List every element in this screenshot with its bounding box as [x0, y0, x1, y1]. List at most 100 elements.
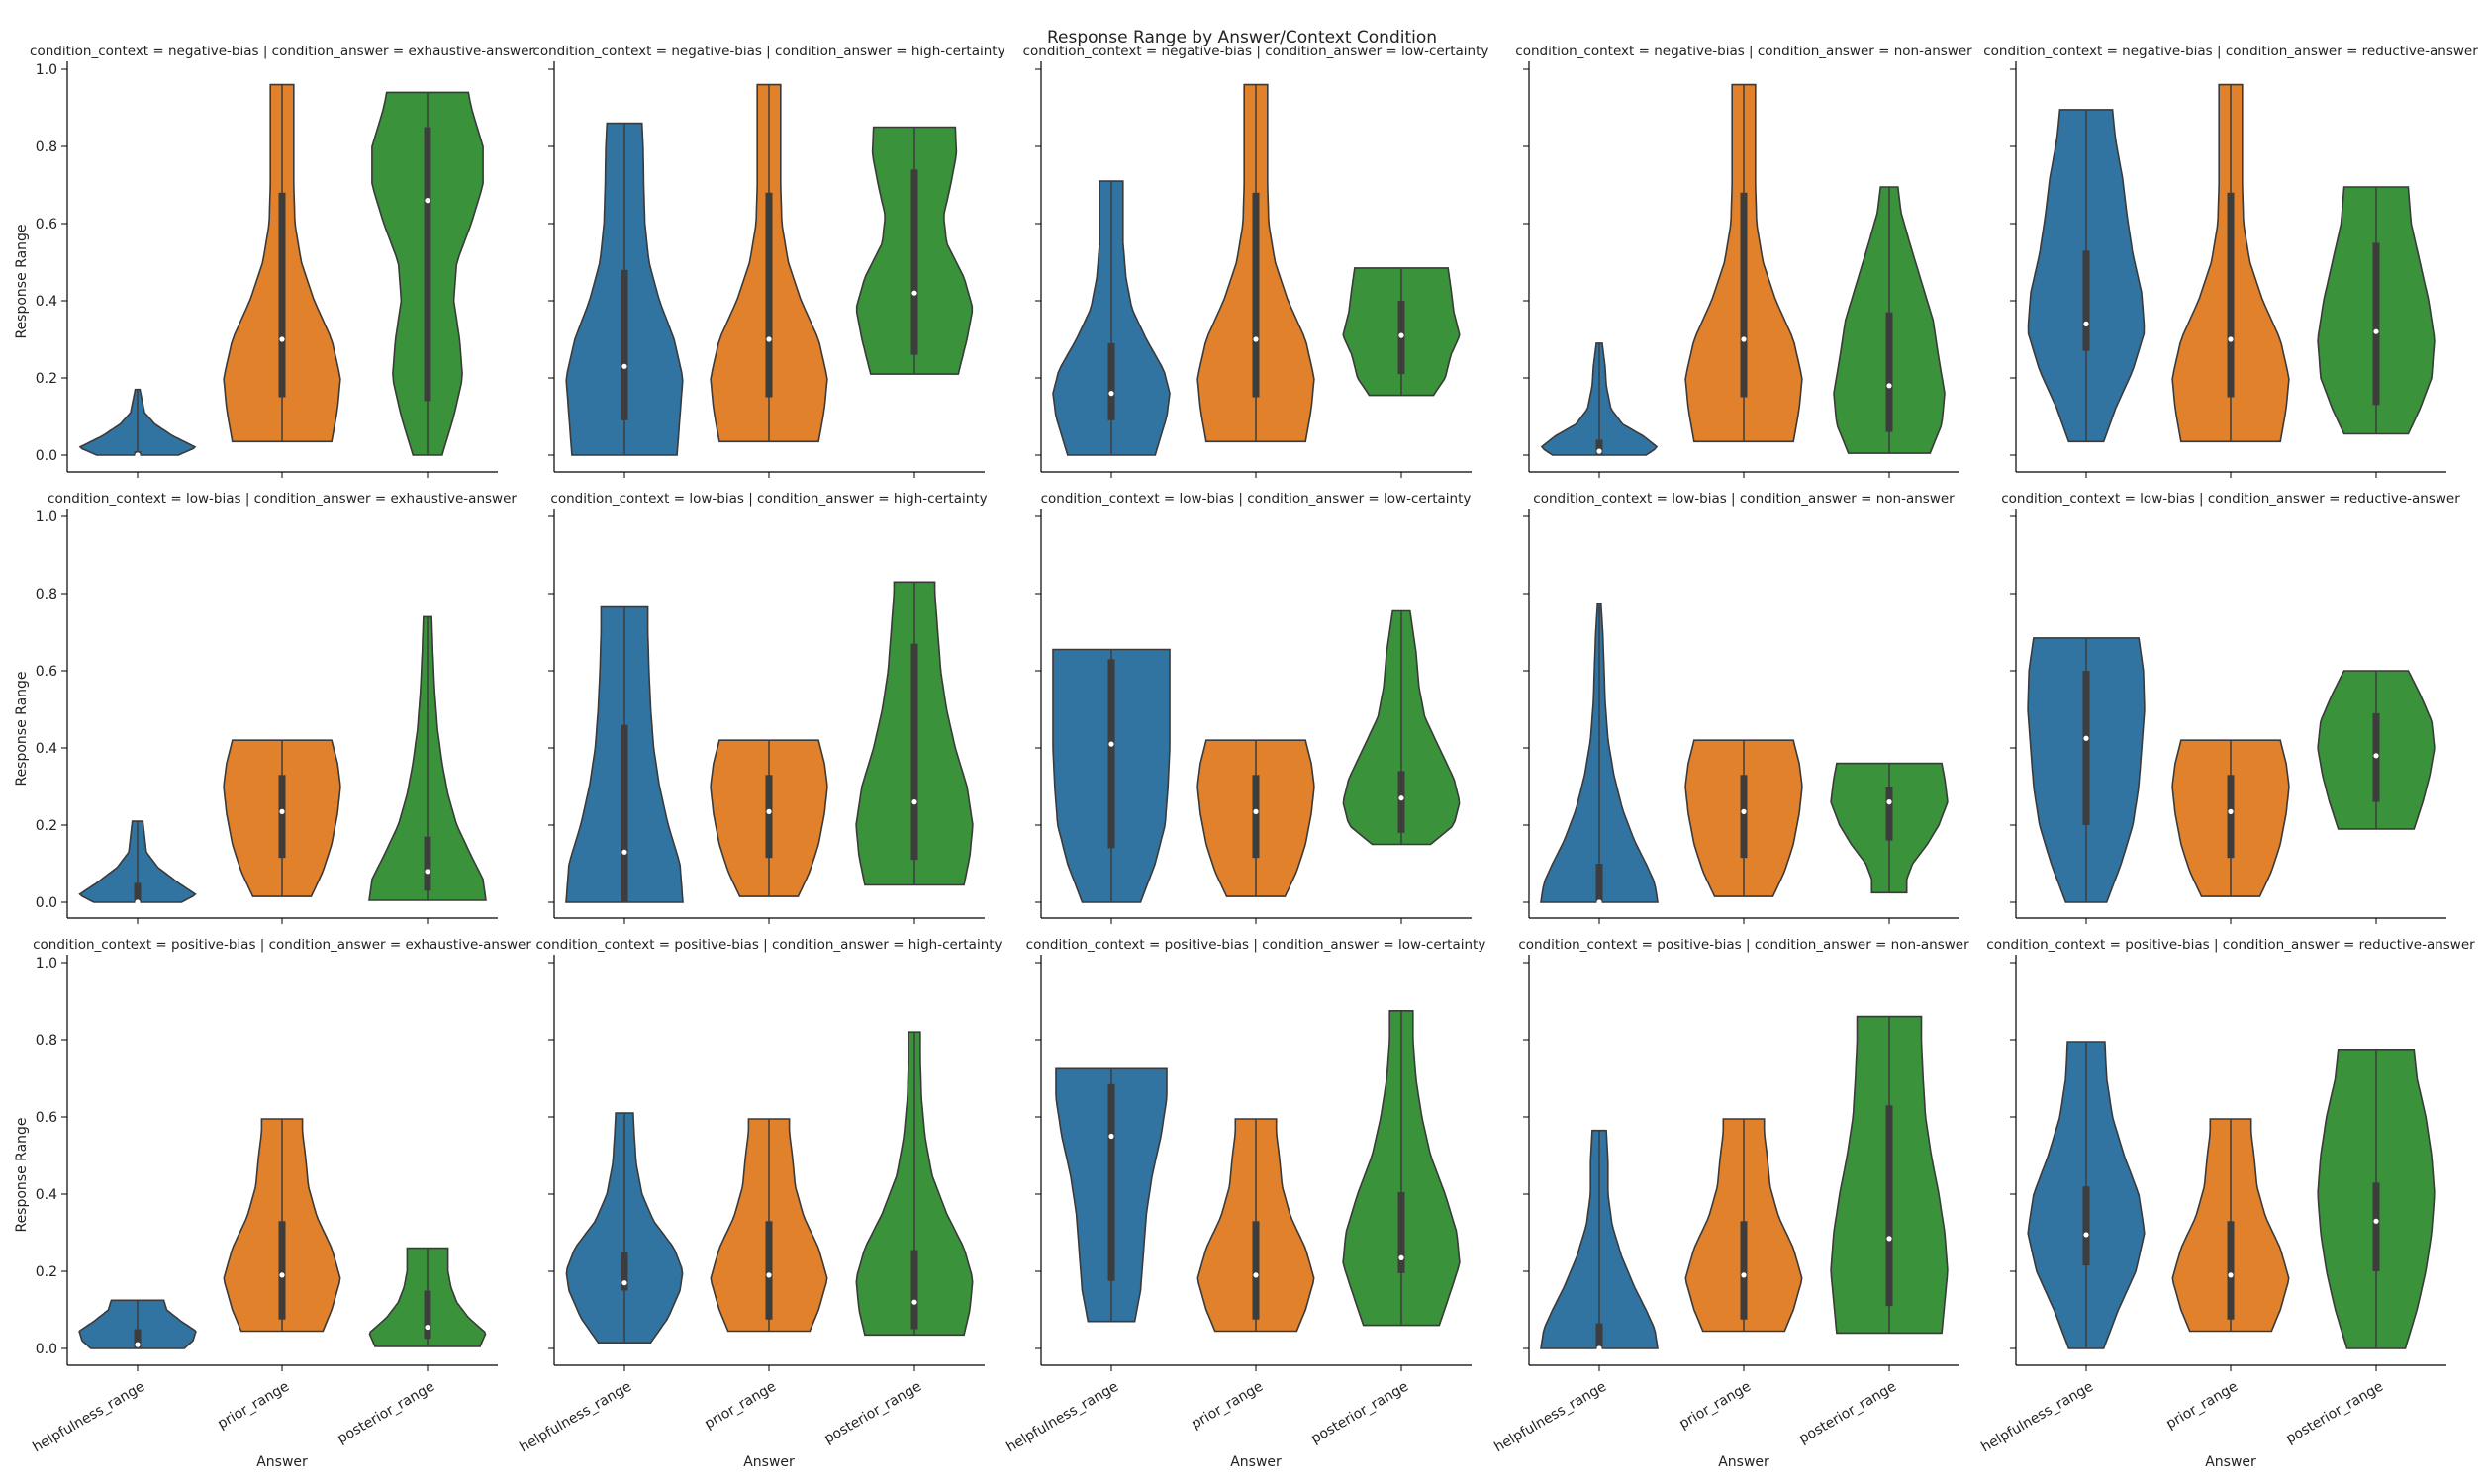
violin-iqr-box: [424, 1290, 431, 1340]
panel-title: condition_context = positive-bias | cond…: [1986, 937, 2475, 953]
violin-median-point: [621, 849, 627, 855]
panel-title: condition_context = low-bias | condition…: [1041, 491, 1472, 507]
violin-median-point: [425, 869, 430, 875]
panel-title: condition_context = low-bias | condition…: [550, 491, 987, 507]
violin-iqr-box: [621, 724, 628, 902]
violin-median-point: [1886, 1236, 1892, 1242]
violin-median-point: [279, 336, 285, 342]
y-tick-label: 0.6: [36, 1110, 57, 1126]
facet-panel: condition_context = low-bias | condition…: [548, 491, 988, 924]
violin-median-point: [1108, 391, 1114, 397]
y-tick-label: 0.6: [36, 664, 57, 680]
violin-median-point: [1741, 336, 1747, 342]
x-tick-label: prior_range: [702, 1379, 779, 1433]
panel-title: condition_context = negative-bias | cond…: [1515, 44, 1972, 59]
violin-iqr-box: [424, 127, 431, 402]
violin-iqr-box: [1885, 312, 1893, 432]
violin-median-point: [135, 452, 141, 458]
facet-panel: condition_context = negative-bias | cond…: [532, 44, 1005, 478]
y-tick-label: 0.8: [36, 587, 57, 603]
violin-iqr-box: [1595, 864, 1603, 902]
y-tick-label: 0.4: [36, 741, 57, 757]
y-tick-label: 0.2: [36, 818, 57, 834]
violin-iqr-box: [765, 775, 773, 859]
violin-median-point: [1886, 383, 1892, 389]
violin-iqr-box: [1252, 1221, 1260, 1320]
facet-panel: condition_context = positive-bias | cond…: [517, 937, 1002, 1470]
y-tick-label: 0.0: [36, 448, 57, 464]
y-tick-label: 0.2: [36, 371, 57, 387]
violin-median-point: [425, 198, 430, 204]
facet-panel: condition_context = low-bias | condition…: [1523, 491, 1959, 924]
violin-iqr-box: [1595, 1323, 1603, 1348]
violin-iqr-box: [1397, 1192, 1405, 1273]
violin-iqr-box: [134, 882, 142, 902]
panel-title: condition_context = negative-bias | cond…: [1983, 44, 2478, 59]
violin-median-point: [1108, 1133, 1114, 1140]
violin-iqr-box: [2372, 1182, 2380, 1271]
x-tick-label: helpfulness_range: [1491, 1379, 1609, 1456]
violin-iqr-box: [2372, 242, 2380, 406]
violin-iqr-box: [765, 192, 773, 398]
violin-iqr-box: [1595, 439, 1603, 455]
violin-iqr-box: [1740, 1221, 1748, 1320]
violin-median-point: [1741, 808, 1747, 814]
x-tick-label: posterior_range: [2283, 1379, 2386, 1447]
violin-median-point: [2228, 808, 2234, 814]
violin-median-point: [1596, 899, 1602, 905]
violin-median-point: [1398, 332, 1404, 338]
y-axis-label: Response Range: [14, 671, 30, 786]
violin-median-point: [1741, 1272, 1747, 1278]
violin-iqr-box: [910, 643, 918, 861]
x-tick-label: helpfulness_range: [1978, 1379, 2096, 1456]
facet-panel: condition_context = positive-bias | cond…: [1004, 937, 1485, 1470]
y-tick-label: 0.6: [36, 217, 57, 232]
violin-median-point: [425, 1324, 430, 1331]
violin-median-point: [135, 899, 141, 905]
violin-iqr-box: [278, 775, 286, 859]
y-tick-label: 0.8: [36, 1033, 57, 1049]
violin-median-point: [279, 808, 285, 814]
facet-panel: condition_context = negative-bias | cond…: [14, 44, 534, 478]
x-tick-label: prior_range: [2163, 1379, 2241, 1433]
violin-median-point: [911, 290, 917, 296]
panel-title: condition_context = low-bias | condition…: [1533, 491, 1955, 507]
violin-median-point: [2373, 753, 2379, 759]
violin-iqr-box: [1107, 659, 1115, 849]
violin-iqr-box: [621, 269, 628, 420]
y-tick-label: 0.4: [36, 294, 57, 310]
violin-median-point: [279, 1272, 285, 1278]
panel-title: condition_context = negative-bias | cond…: [1023, 44, 1489, 59]
violin-median-point: [766, 336, 772, 342]
violin-iqr-box: [2082, 1186, 2090, 1266]
violin-median-point: [2228, 336, 2234, 342]
violin-median-point: [2228, 1272, 2234, 1278]
x-tick-label: posterior_range: [1308, 1379, 1411, 1447]
x-axis-label: Answer: [2205, 1454, 2256, 1470]
violin-median-point: [1108, 741, 1114, 747]
x-tick-label: posterior_range: [335, 1379, 437, 1447]
panel-title: condition_context = positive-bias | cond…: [535, 937, 1002, 953]
violin-iqr-box: [1740, 775, 1748, 859]
violin-iqr-box: [1107, 1083, 1115, 1281]
violin-iqr-box: [910, 169, 918, 355]
violin-median-point: [2373, 1218, 2379, 1224]
y-axis-label: Response Range: [14, 224, 30, 338]
x-tick-label: prior_range: [1676, 1379, 1754, 1433]
violin-iqr-box: [2227, 192, 2235, 398]
violin-median-point: [2083, 735, 2089, 741]
y-tick-label: 1.0: [36, 62, 57, 78]
panel-title: condition_context = positive-bias | cond…: [1026, 937, 1486, 953]
x-tick-label: helpfulness_range: [30, 1379, 147, 1456]
violin-median-point: [621, 1280, 627, 1286]
violin-median-point: [1253, 336, 1259, 342]
violin-iqr-box: [1885, 1105, 1893, 1307]
panel-title: condition_context = low-bias | condition…: [2001, 491, 2460, 507]
facet-panel: condition_context = positive-bias | cond…: [14, 937, 531, 1470]
panel-title: condition_context = positive-bias | cond…: [33, 937, 531, 953]
y-tick-label: 0.2: [36, 1264, 57, 1280]
violin-median-point: [1253, 808, 1259, 814]
x-tick-label: helpfulness_range: [1004, 1379, 1121, 1456]
violin-iqr-box: [910, 1250, 918, 1330]
